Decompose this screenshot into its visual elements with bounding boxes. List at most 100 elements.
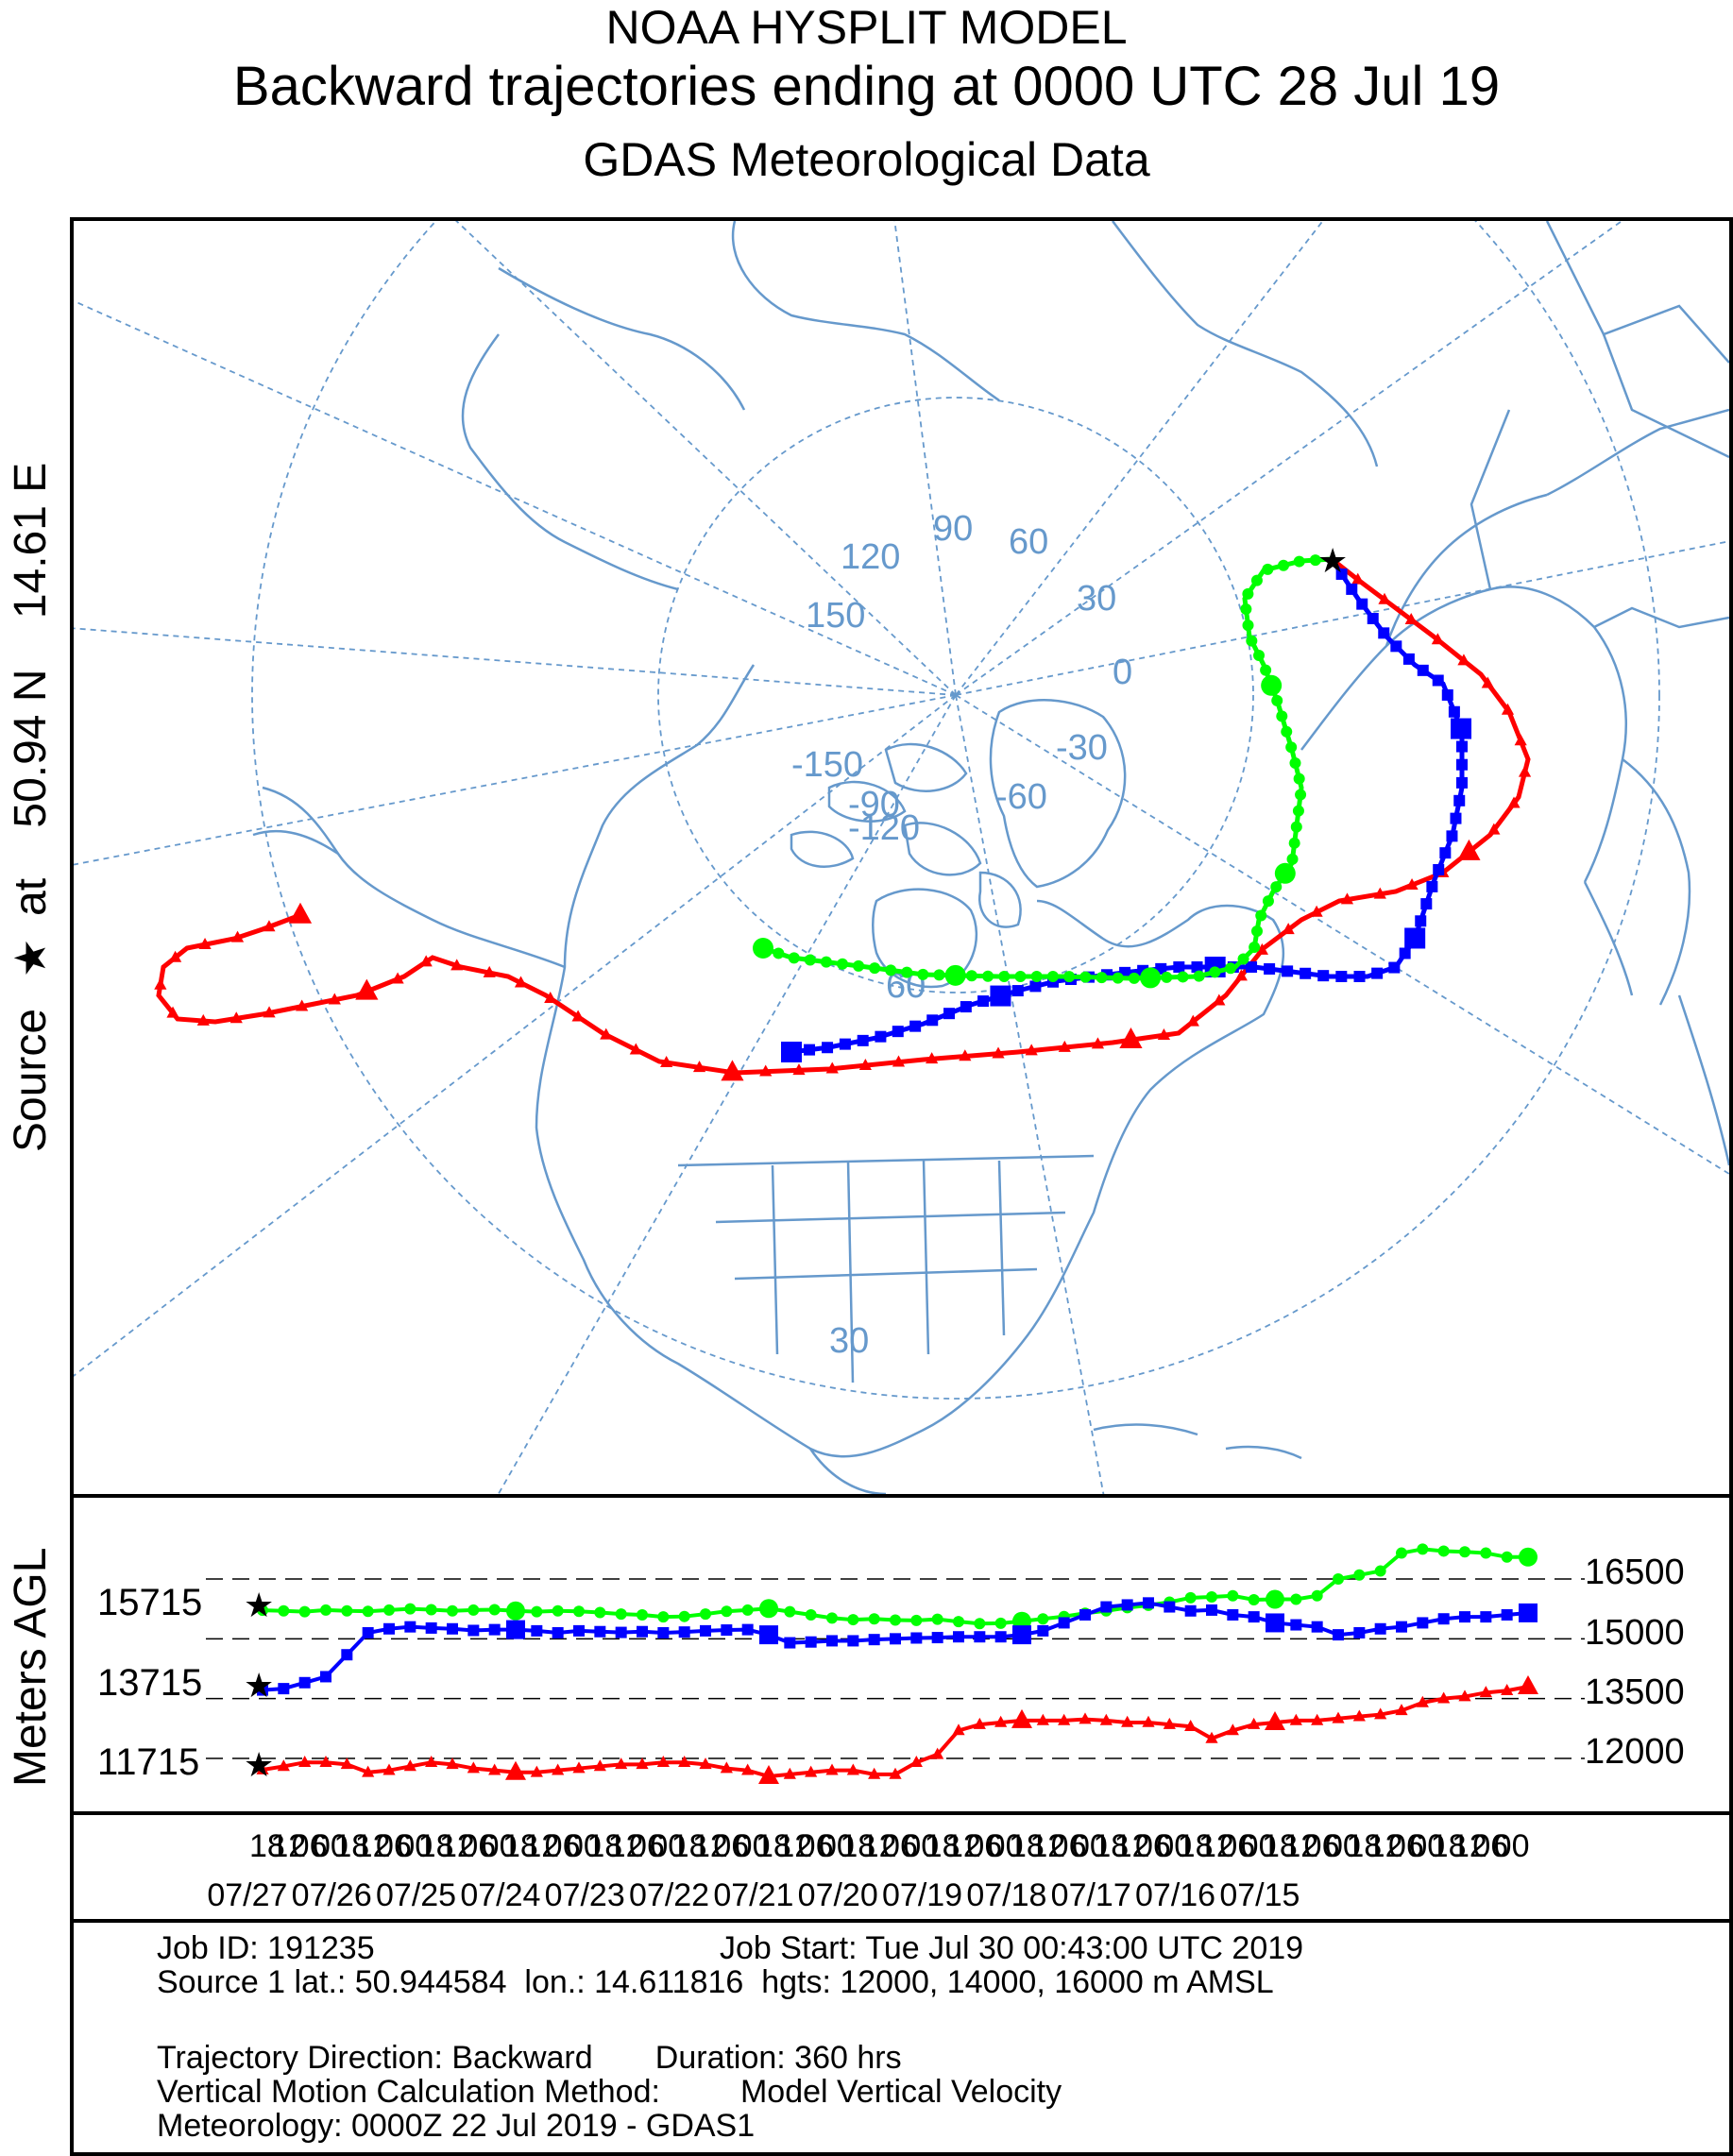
blue-map-marker: [1456, 758, 1468, 771]
hour-tick-label: 18: [756, 1828, 791, 1864]
map-svg: 90 120 60 30 0 -30 -60 -90 -120 -150 150…: [74, 221, 1729, 1494]
red-map-marker: [1373, 887, 1386, 899]
hour-tick-label: 00: [1409, 1828, 1445, 1864]
height-marker: [721, 1605, 733, 1618]
height-marker: [1353, 1627, 1366, 1638]
meteorology-title: GDAS Meteorological Data: [583, 133, 1150, 186]
trajectories: ★: [154, 541, 1532, 1081]
hour-tick-label: 06: [1304, 1828, 1340, 1864]
red-map-marker: [1091, 1037, 1105, 1049]
red-map-marker: [1213, 993, 1226, 1006]
hour-tick-label: 12: [945, 1828, 981, 1864]
green-map-marker: [1276, 710, 1288, 722]
green-map-marker: [1140, 967, 1162, 989]
blue-map-marker: [875, 1030, 887, 1043]
height-marker: [826, 1635, 838, 1647]
green-map-marker: [1271, 694, 1283, 706]
green-map-marker: [1246, 635, 1258, 647]
blue-map-marker: [1356, 598, 1368, 610]
red-map-marker: [1507, 796, 1521, 808]
hour-tick-label: 18: [1178, 1828, 1214, 1864]
vertical-profile-panel: [70, 1494, 1733, 1815]
hour-tick-label: 18: [840, 1828, 875, 1864]
date-tick-label: 07/22: [629, 1877, 709, 1913]
green-map-marker: [804, 954, 816, 966]
hour-tick-label: 12: [355, 1828, 391, 1864]
height-marker: [1037, 1613, 1049, 1625]
start-star-icon: ★: [244, 1666, 274, 1705]
height-marker: [1143, 1597, 1154, 1609]
lon-label: 30: [1077, 579, 1116, 619]
hour-tick-label: 12: [1198, 1828, 1234, 1864]
height-marker: [1265, 1711, 1285, 1730]
height-marker: [1479, 1686, 1492, 1698]
height-marker: [846, 1763, 859, 1775]
height-marker: [1079, 1609, 1091, 1621]
blue-map-marker: [1450, 812, 1462, 824]
red-map-marker: [692, 1061, 706, 1073]
height-marker: [593, 1759, 606, 1772]
green-map-marker: [933, 969, 945, 981]
green-map-marker: [1014, 971, 1027, 982]
date-tick-label: 07/19: [882, 1877, 962, 1913]
hour-tick-label: 06: [460, 1828, 496, 1864]
height-marker: [910, 1632, 923, 1644]
green-map-marker: [1295, 789, 1307, 801]
height-marker: [805, 1609, 817, 1621]
hour-tick-label: 18: [249, 1828, 285, 1864]
height-marker: [700, 1608, 711, 1621]
hour-tick-label: 06: [545, 1828, 581, 1864]
red-map-marker: [1234, 969, 1248, 981]
height-marker: [382, 1763, 396, 1775]
vertical-axis-labels: Meters AGL 15715 13715 11715 ★ ★ ★: [6, 1548, 274, 1787]
red-map-marker: [328, 993, 341, 1005]
height-marker: [657, 1627, 670, 1638]
height-marker: [257, 1684, 268, 1696]
height-marker: [383, 1622, 395, 1635]
start-height-label: 11715: [97, 1741, 199, 1783]
blue-map-marker: [1191, 961, 1203, 973]
height-marker: [1437, 1545, 1450, 1557]
hour-tick-label: 00: [988, 1828, 1024, 1864]
green-map-marker: [1260, 664, 1272, 676]
height-marker: [467, 1604, 480, 1616]
height-marker: [1311, 1713, 1324, 1725]
height-marker: [552, 1763, 565, 1775]
graticule: [74, 221, 1729, 1494]
blue-map-marker: [1282, 965, 1294, 977]
blue-map-marker: [960, 1001, 972, 1013]
lon-label: -60: [995, 777, 1047, 817]
height-marker: [1459, 1611, 1470, 1623]
green-map-marker: [982, 970, 994, 982]
green-map-marker: [1249, 942, 1261, 954]
red-map-marker: [825, 1061, 839, 1074]
height-marker: [1227, 1609, 1239, 1621]
hour-tick-label: 00: [566, 1828, 602, 1864]
height-marker: [994, 1715, 1008, 1727]
height-marker: [572, 1761, 586, 1774]
hour-tick-label: 12: [1283, 1828, 1318, 1864]
height-marker: [277, 1759, 290, 1772]
green-map-marker: [1128, 972, 1140, 984]
blue-map-marker: [1456, 776, 1468, 789]
hour-tick-label: 12: [1114, 1828, 1150, 1864]
blue-map-marker: [1441, 688, 1453, 701]
height-marker: [1437, 1691, 1451, 1704]
green-map-marker: [1250, 925, 1263, 938]
height-marker: [467, 1624, 480, 1637]
hour-tick-label: 12: [1029, 1828, 1065, 1864]
red-map-marker: [992, 1046, 1005, 1059]
info-panel: Job ID: 191235 Job Start: Tue Jul 30 00:…: [70, 1919, 1733, 2156]
red-map-marker: [1518, 765, 1532, 777]
hour-tick-label: 18: [1009, 1828, 1045, 1864]
lon-label: -90: [848, 785, 900, 824]
red-map-marker: [198, 937, 212, 949]
red-map-marker: [544, 991, 557, 1003]
date-tick-label: 07/21: [713, 1877, 793, 1913]
height-marker: [759, 1599, 778, 1619]
red-map-marker: [229, 1011, 243, 1024]
hour-tick-label: 06: [292, 1828, 328, 1864]
lon-label: 120: [841, 537, 900, 577]
red-map-marker: [759, 1064, 773, 1077]
height-marker: [383, 1604, 395, 1616]
